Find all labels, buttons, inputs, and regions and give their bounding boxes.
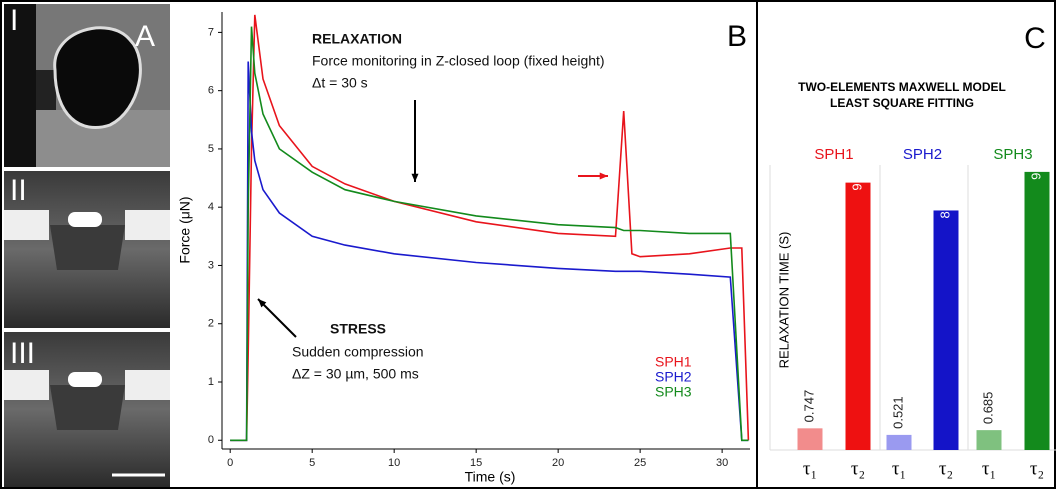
group-label: SPH2 bbox=[903, 146, 942, 163]
y-tick-label: 5 bbox=[208, 143, 214, 155]
y-axis-label: Force (μN) bbox=[177, 196, 193, 263]
annotation: ΔZ = 30 µm, 500 ms bbox=[292, 366, 419, 382]
legend-label: SPH2 bbox=[655, 369, 692, 385]
y-tick-label: 6 bbox=[208, 85, 214, 97]
x-tick-label: τ₂ bbox=[1030, 458, 1044, 479]
value-label: 9.59 bbox=[1028, 155, 1043, 180]
value-label: 0.747 bbox=[801, 390, 816, 423]
y-tick-label: 4 bbox=[208, 201, 214, 213]
group-label: SPH1 bbox=[814, 146, 853, 163]
legend-label: SPH3 bbox=[655, 384, 692, 400]
x-tick-label: 30 bbox=[716, 457, 728, 469]
bar bbox=[845, 182, 871, 450]
x-tick-label: 15 bbox=[470, 457, 482, 469]
image-label: I bbox=[10, 4, 18, 37]
arrow-head bbox=[411, 173, 419, 182]
bar bbox=[1024, 171, 1050, 450]
value-label: 0.685 bbox=[980, 392, 995, 425]
panel-label: C bbox=[1024, 22, 1046, 55]
legend-label: SPH1 bbox=[655, 354, 692, 370]
annotation: Δt = 30 s bbox=[312, 75, 368, 91]
y-tick-label: 1 bbox=[208, 376, 214, 388]
annotation: RELAXATION bbox=[312, 31, 402, 47]
bar bbox=[886, 434, 912, 450]
bar bbox=[976, 430, 1002, 450]
y-axis-label: RELAXATION TIME (S) bbox=[776, 232, 791, 369]
y-tick-label: 0 bbox=[208, 434, 214, 446]
chart-title: TWO-ELEMENTS MAXWELL MODEL bbox=[798, 80, 1006, 94]
panel-label: B bbox=[727, 20, 747, 53]
x-tick-label: 10 bbox=[388, 457, 400, 469]
line-series bbox=[230, 61, 749, 442]
bar bbox=[933, 210, 959, 450]
y-tick-label: 7 bbox=[208, 26, 214, 38]
value-label: 9.22 bbox=[849, 165, 864, 190]
group-label: SPH3 bbox=[993, 146, 1032, 163]
panel-label: A bbox=[135, 20, 155, 53]
y-tick-label: 3 bbox=[208, 259, 214, 271]
chart-title: LEAST SQUARE FITTING bbox=[830, 96, 974, 110]
arrow-head bbox=[599, 172, 608, 180]
x-tick-label: 25 bbox=[634, 457, 646, 469]
bar bbox=[797, 428, 823, 450]
x-tick-label: 0 bbox=[227, 457, 233, 469]
x-axis-label: Time (s) bbox=[465, 469, 516, 485]
x-tick-label: τ₂ bbox=[939, 458, 953, 479]
annotation: STRESS bbox=[330, 321, 386, 337]
image-panel bbox=[4, 4, 170, 487]
x-tick-label: 20 bbox=[552, 457, 564, 469]
x-tick-label: τ₁ bbox=[892, 458, 906, 479]
value-label: 8.26 bbox=[937, 193, 952, 218]
image-label: III bbox=[10, 337, 35, 370]
x-tick-label: 5 bbox=[309, 457, 315, 469]
value-label: 0.521 bbox=[890, 396, 905, 429]
line-series bbox=[230, 26, 749, 442]
image-label: II bbox=[10, 174, 27, 207]
arrow-head bbox=[258, 299, 267, 308]
annotation: Sudden compression bbox=[292, 344, 424, 360]
x-tick-label: τ₁ bbox=[803, 458, 817, 479]
x-tick-label: τ₂ bbox=[851, 458, 865, 479]
annotation: Force monitoring in Z-closed loop (fixed… bbox=[312, 53, 605, 69]
x-tick-label: τ₁ bbox=[982, 458, 996, 479]
arrow bbox=[257, 298, 297, 338]
y-tick-label: 2 bbox=[208, 318, 214, 330]
